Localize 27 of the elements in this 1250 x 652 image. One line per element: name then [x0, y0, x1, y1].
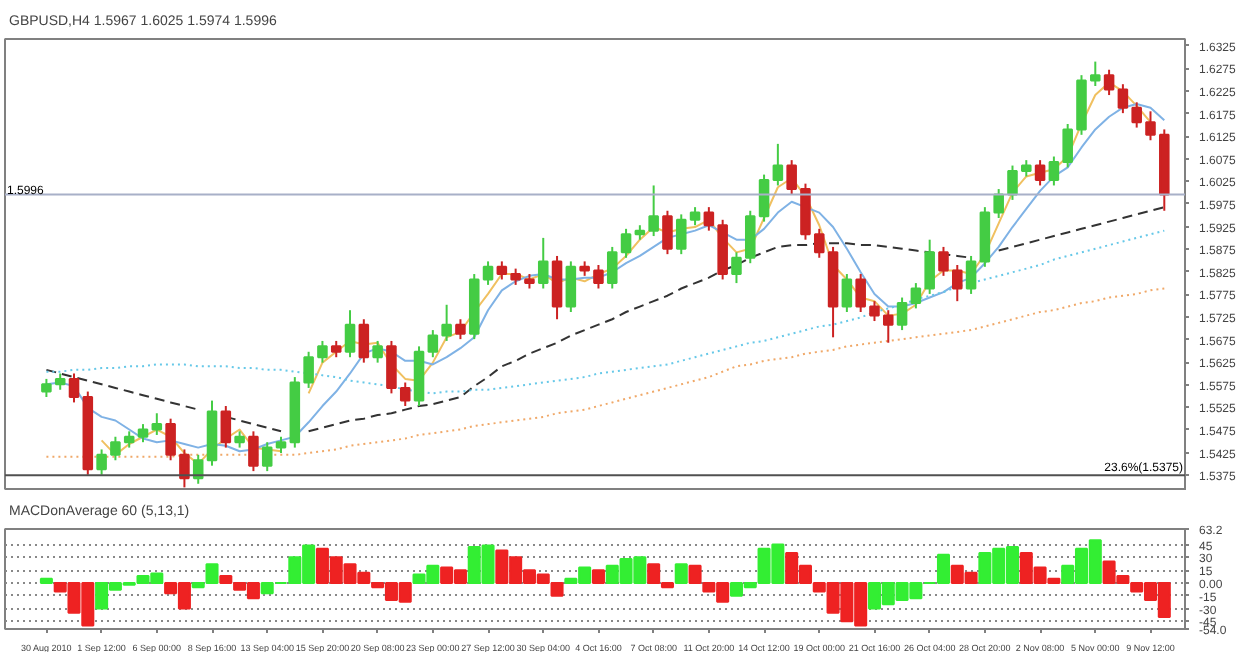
candlestick	[372, 339, 383, 364]
candlestick	[841, 273, 853, 314]
bar	[591, 569, 605, 584]
candlestick	[772, 142, 784, 187]
candlestick	[1007, 164, 1018, 201]
candlestick	[896, 296, 908, 332]
candlestick	[965, 254, 977, 295]
candlestick	[537, 236, 549, 290]
candlestick	[551, 254, 563, 321]
candlestick	[137, 423, 149, 444]
candlestick	[455, 318, 466, 341]
candlestick	[1103, 68, 1115, 97]
candlestick	[662, 209, 673, 256]
candlestick	[68, 372, 80, 404]
bar	[674, 563, 688, 584]
candlestick	[1034, 159, 1046, 187]
candlestick	[358, 318, 370, 364]
candlestick	[1117, 83, 1129, 115]
candlestick	[565, 260, 577, 314]
candlestick	[248, 430, 259, 473]
candlestick	[344, 309, 356, 359]
candlestick	[151, 412, 163, 436]
bar	[39, 577, 53, 584]
candlestick	[220, 405, 232, 449]
candlestick	[731, 251, 742, 285]
candlestick	[261, 441, 273, 473]
candlestick	[813, 227, 825, 259]
